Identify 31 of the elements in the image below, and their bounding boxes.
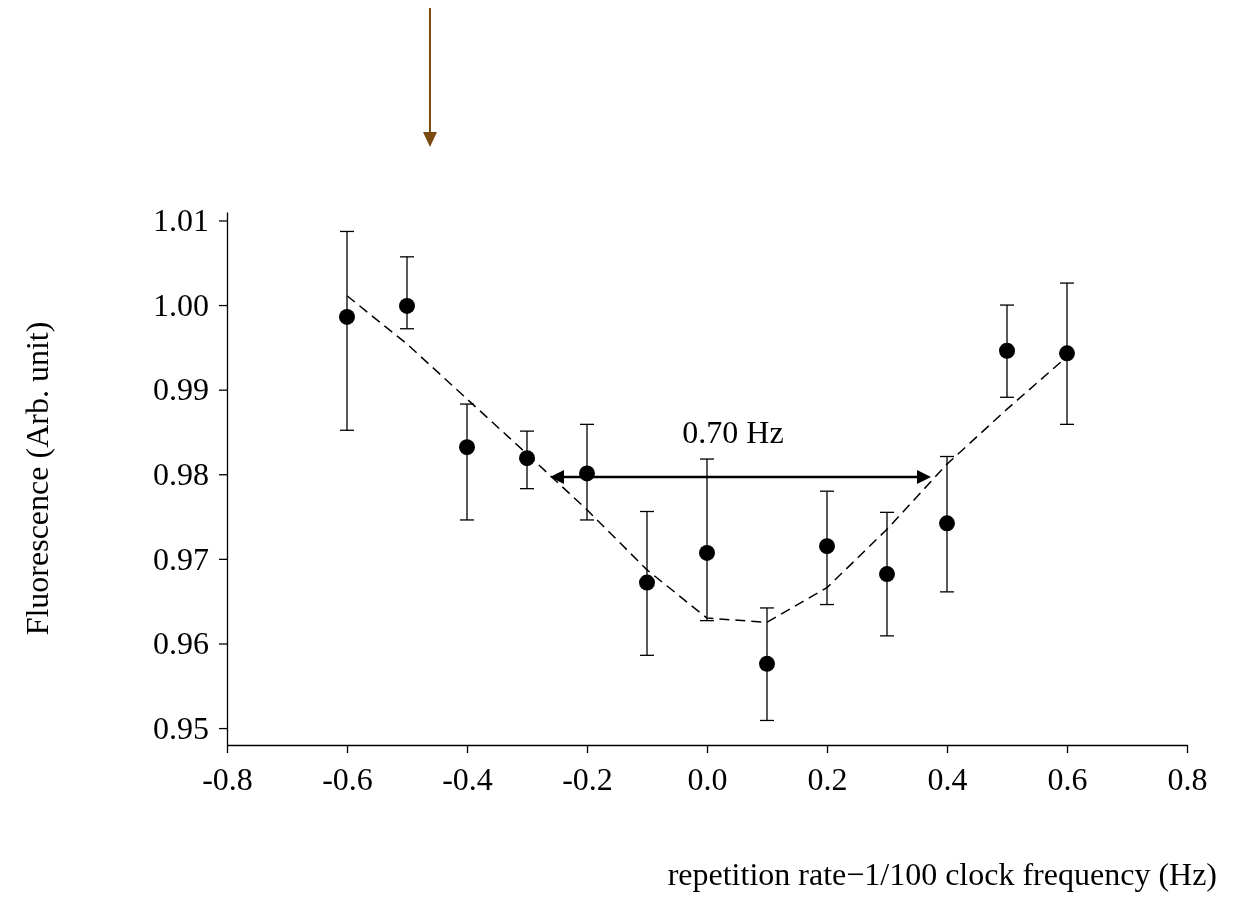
x-tick-label: -0.2 [562,760,613,797]
point [759,655,775,672]
point [939,515,955,532]
x-tick-label: 0.8 [1167,760,1208,797]
point [399,297,415,314]
point [699,544,715,561]
y-tick-label: 0.99 [153,371,209,408]
y-axis-title: Fluorescence (Arb. unit) [19,321,55,636]
x-tick-label: -0.6 [322,760,373,797]
annotation: 0.70 Hz [682,414,784,450]
point [519,450,535,467]
y-tick-label: 1.01 [153,202,209,239]
point [879,566,895,583]
y-tick-label: 0.98 [153,456,209,493]
x-tick-label: -0.8 [202,760,253,797]
x-tick-label: 0.0 [687,760,728,797]
y-tick-label: 0.95 [153,709,209,746]
x-tick-label: 0.6 [1047,760,1088,797]
point [819,538,835,555]
x-tick-label: 0.4 [927,760,968,797]
y-tick-label: 1.00 [153,286,209,323]
point [1059,345,1075,362]
x-tick-label: -0.4 [442,760,493,797]
point [639,574,655,591]
x-axis-title: repetition rate−1/100 clock frequency (Hz) [667,856,1217,892]
y-tick-label: 0.96 [153,625,209,662]
point [459,439,475,456]
point [999,342,1015,359]
x-tick-label: 0.2 [807,760,848,797]
y-tick-label: 0.97 [153,540,209,577]
point [339,308,355,325]
